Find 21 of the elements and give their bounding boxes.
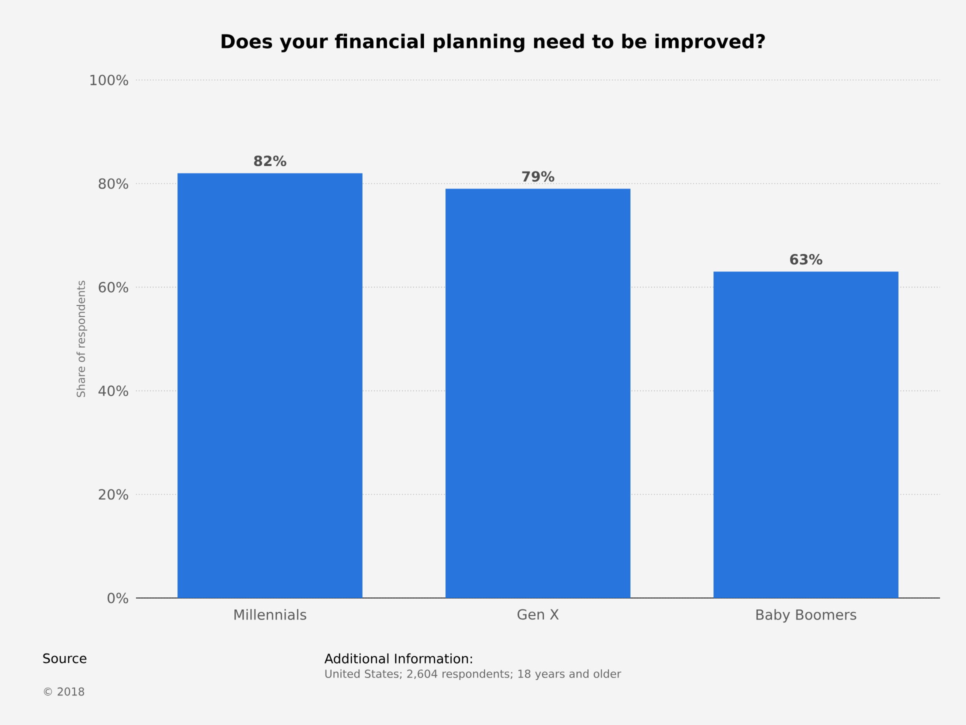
y-tick-label: 60% xyxy=(98,282,128,292)
x-tick-label: Baby Boomers xyxy=(756,609,856,623)
bar xyxy=(446,188,630,598)
x-tick-label: Millennials xyxy=(234,609,306,620)
bar xyxy=(714,272,898,598)
text: Additional Information: xyxy=(324,653,472,664)
y-tick-label: 0% xyxy=(108,592,128,604)
chart-title: Does your financial planning need to be improved? xyxy=(222,34,765,52)
y-tick-label: 40% xyxy=(98,386,128,396)
text: © 2018 xyxy=(44,687,84,696)
text: Source xyxy=(43,653,86,664)
y-axis-title: Share of respondents xyxy=(76,280,88,398)
data-label: 82% xyxy=(254,156,286,166)
bar xyxy=(178,173,362,598)
data-label: 79% xyxy=(522,171,554,182)
y-tick-label: 100% xyxy=(90,74,128,86)
x-tick-label: Gen X xyxy=(518,609,559,620)
y-tick-label: 80% xyxy=(98,178,128,189)
text: United States; 2,604 respondents; 18 years and older xyxy=(325,669,622,680)
data-label: 63% xyxy=(790,254,822,265)
y-tick-label: 20% xyxy=(98,489,128,500)
